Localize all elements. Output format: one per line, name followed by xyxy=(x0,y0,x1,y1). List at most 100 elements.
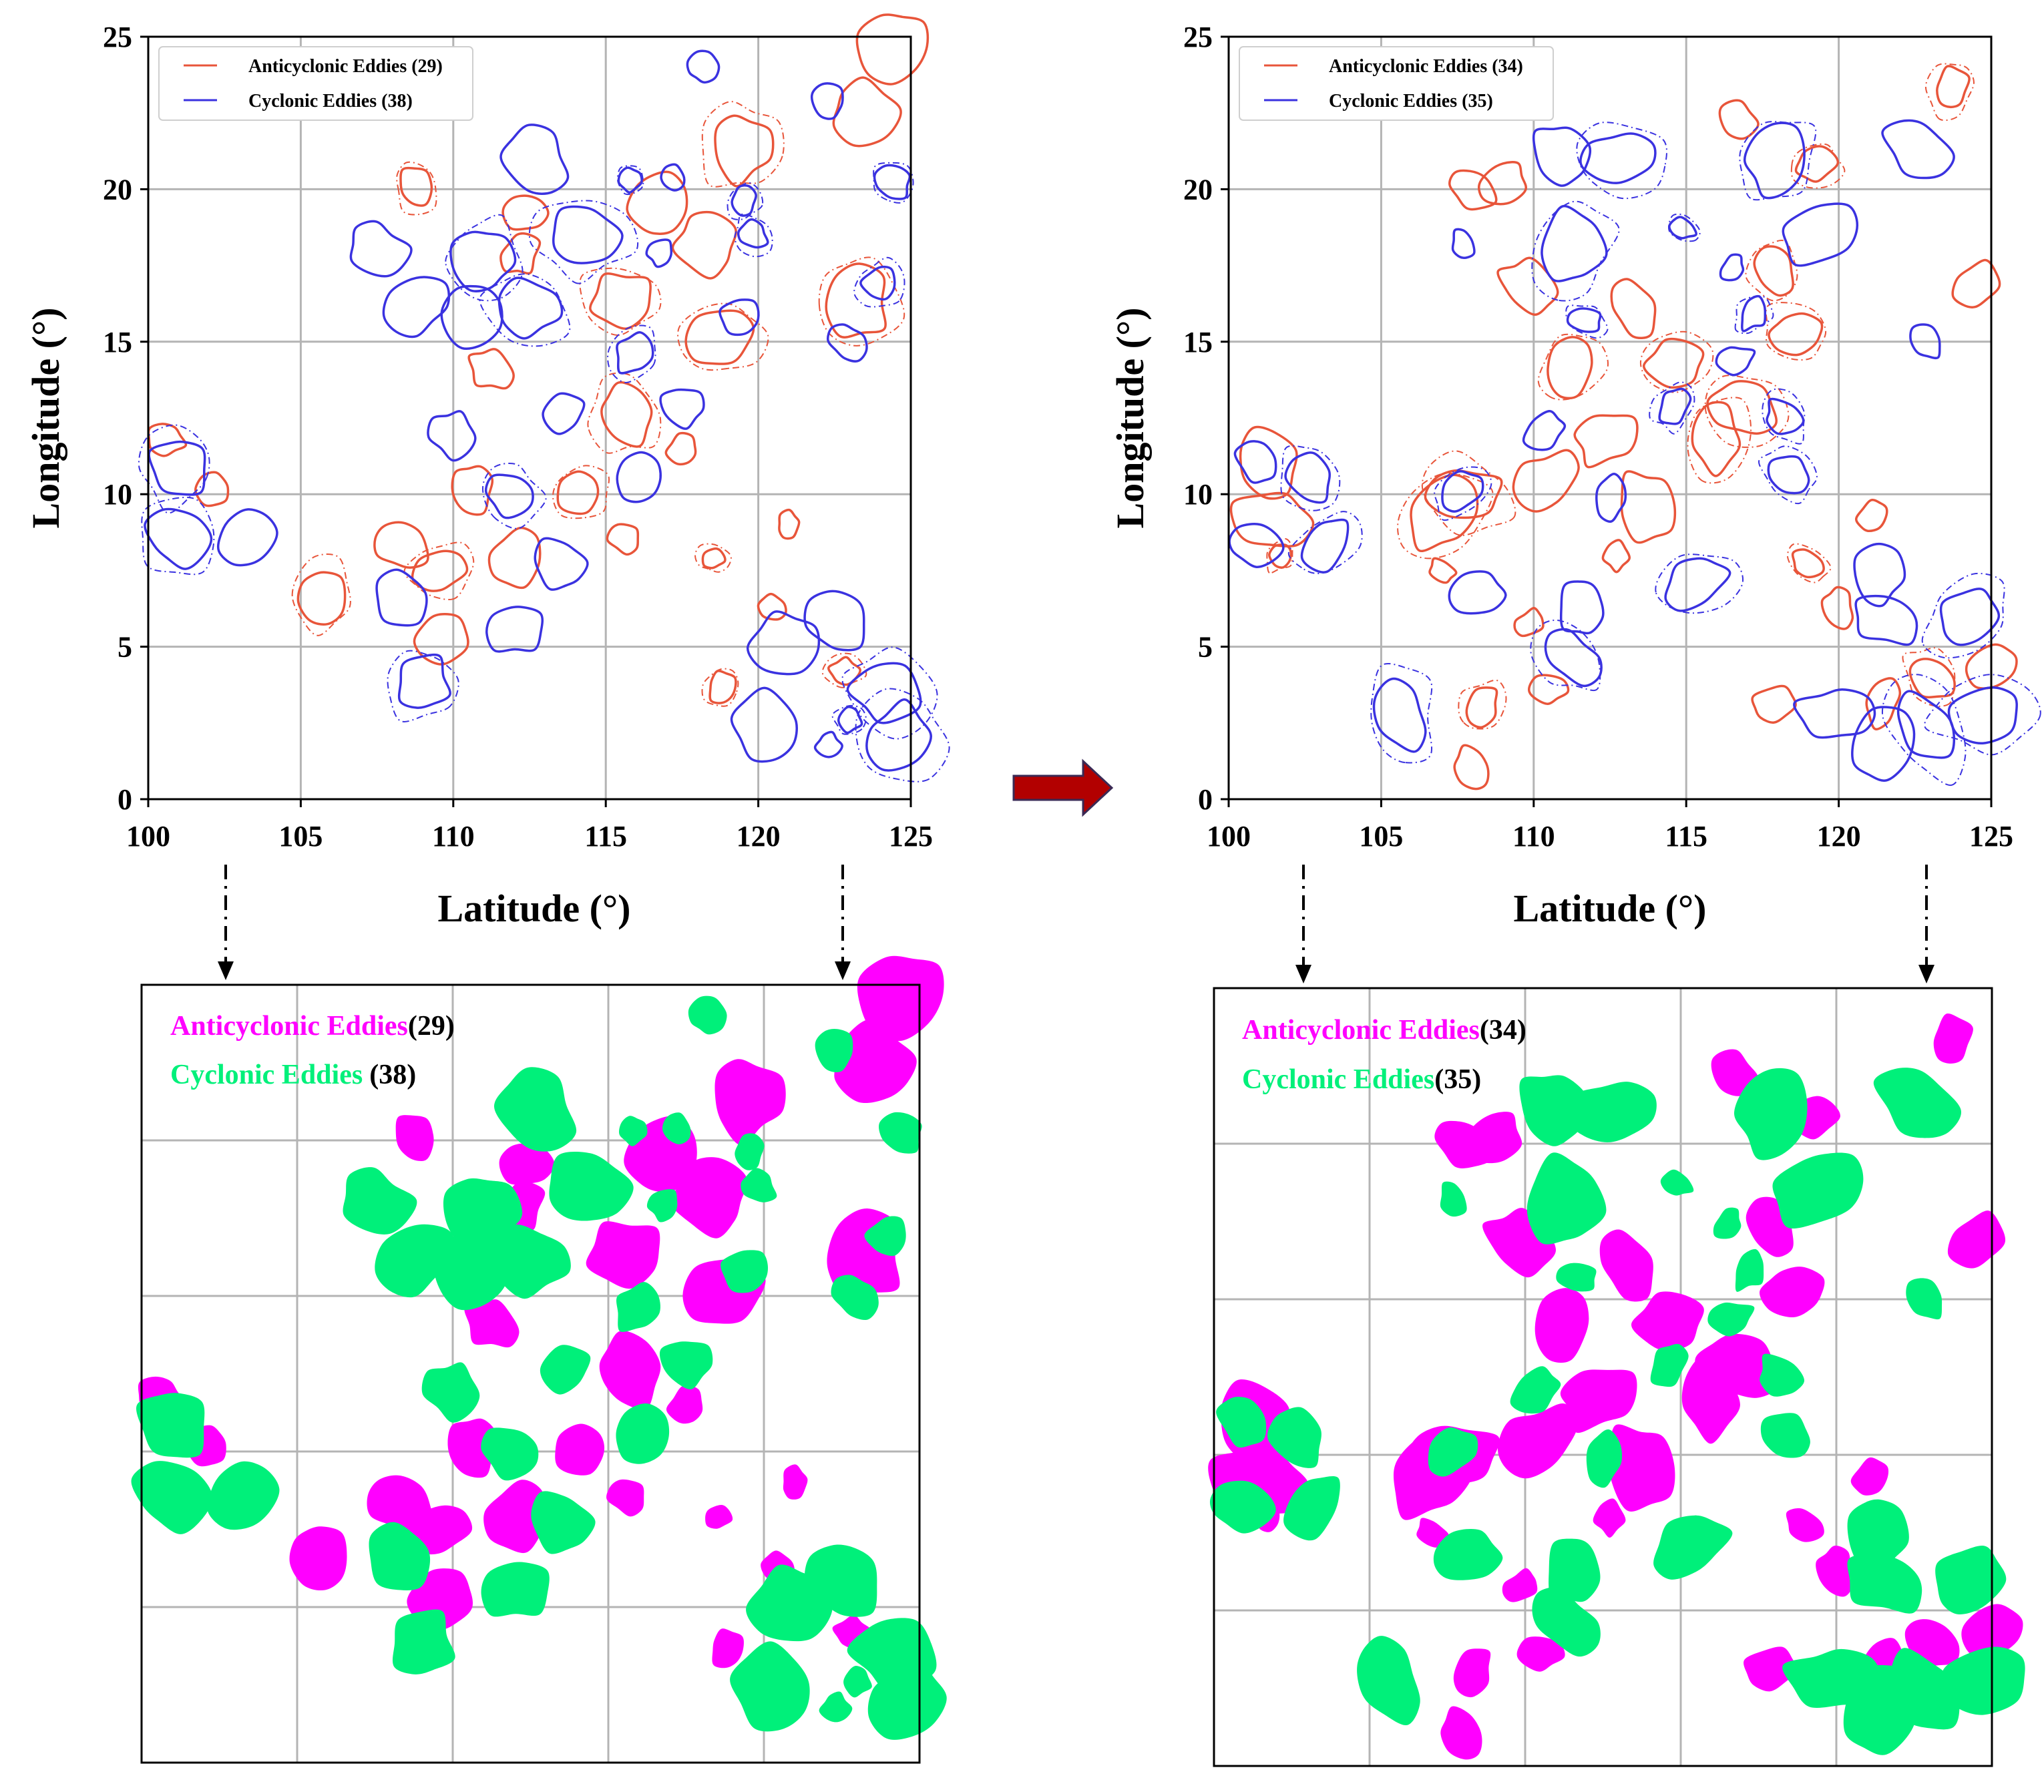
cyclonic-eddy-mask xyxy=(1428,1427,1478,1477)
cyclonic-eddy-contour xyxy=(1579,132,1657,184)
cyclonic-eddy-contour xyxy=(449,230,517,292)
cyclonic-eddy-mask xyxy=(1532,1587,1601,1657)
cyclonic-eddy-contour xyxy=(1541,204,1608,282)
anticyclonic-eddy-contour xyxy=(600,381,653,448)
top-right-legend: Anticyclonic Eddies (34) Cyclonic Eddies… xyxy=(1239,46,1554,121)
cyclonic-eddy-contour xyxy=(719,298,760,337)
cyclonic-eddy-mask xyxy=(1735,1249,1764,1292)
anticyclonic-eddy-contour xyxy=(1496,256,1559,316)
anticyclonic-eddy-mask xyxy=(1631,1291,1704,1351)
anticyclonic-eddy-contour xyxy=(296,571,347,626)
cyclonic-eddy-outer-contour xyxy=(138,424,210,514)
anticyclonic-eddy-contour xyxy=(399,166,433,207)
cyclonic-eddy-mask xyxy=(531,1491,596,1554)
cyclonic-eddy-mask xyxy=(1433,1528,1503,1580)
anticyclonic-eddy-mask xyxy=(1464,1112,1522,1164)
cyclonic-eddy-contour xyxy=(382,276,451,339)
cyclonic-eddy-contour xyxy=(1228,523,1285,568)
y-tick-label: 20 xyxy=(1183,173,1213,206)
legend-label: Anticyclonic Eddies xyxy=(170,1011,408,1042)
cyclonic-eddy-outer-contour xyxy=(1287,511,1363,574)
cyclonic-eddy-contour xyxy=(216,508,278,567)
cyclonic-eddy-mask xyxy=(1935,1546,2007,1615)
anticyclonic-eddy-contour xyxy=(714,114,775,188)
anticyclonic-eddy-contour xyxy=(1718,99,1760,140)
cyclonic-eddy-contour xyxy=(542,392,586,435)
x-tick-label: 120 xyxy=(737,820,781,853)
cyclonic-eddy-contour xyxy=(1559,580,1605,635)
cyclonic-eddy-contour xyxy=(645,238,673,268)
arrow-heads xyxy=(218,961,1934,983)
cyclonic-eddy-outer-contour xyxy=(481,462,547,529)
anticyclonic-eddy-contour xyxy=(1239,425,1298,500)
anticyclonic-eddy-outer-contour xyxy=(1639,330,1714,393)
cyclonic-eddy-mask xyxy=(867,1652,947,1740)
cyclonic-eddy-mask xyxy=(136,1393,205,1458)
anticyclonic-eddy-contour xyxy=(1547,336,1593,400)
anticyclonic-eddy-contour xyxy=(1642,337,1705,389)
anticyclonic-eddy-contour xyxy=(708,670,737,704)
bottom-right-eddy-masks xyxy=(1208,1014,2025,1760)
anticyclonic-eddy-mask xyxy=(1947,1210,2006,1269)
bottom-left-eddy-masks xyxy=(131,955,947,1740)
legend-anticyclonic-label: Anticyclonic Eddies (34) xyxy=(1329,56,1523,77)
y-tick-label: 20 xyxy=(103,173,132,206)
cyclonic-eddy-contour xyxy=(375,568,428,627)
cyclonic-eddy-outer-contour xyxy=(528,200,639,284)
cyclonic-eddy-contour xyxy=(552,205,624,264)
cyclonic-eddy-contour xyxy=(803,590,865,652)
anticyclonic-eddy-outer-contour xyxy=(579,267,662,337)
bottom-right-legend-cyclonic: Cyclonic Eddies(35) xyxy=(1242,1064,1481,1095)
anticyclonic-eddy-outer-contour xyxy=(694,543,732,573)
anticyclonic-eddy-mask xyxy=(712,1628,744,1668)
cyclonic-eddy-mask xyxy=(392,1609,455,1674)
cyclonic-eddy-mask xyxy=(1209,1480,1276,1534)
cyclonic-eddy-contour xyxy=(1668,216,1697,240)
cyclonic-eddy-contour xyxy=(397,653,451,709)
cyclonic-eddy-mask xyxy=(207,1461,280,1530)
anticyclonic-eddy-contour xyxy=(1410,473,1479,553)
y-tick-label: 25 xyxy=(1183,21,1213,53)
cyclonic-eddy-outer-contour xyxy=(1924,674,2041,756)
cyclonic-eddy-mask xyxy=(619,1116,648,1146)
anticyclonic-eddy-mask xyxy=(1786,1508,1824,1542)
anticyclonic-eddy-contour xyxy=(589,272,652,330)
cyclonic-eddy-mask xyxy=(843,1666,872,1698)
cyclonic-eddy-mask xyxy=(369,1522,431,1590)
anticyclonic-eddy-mask xyxy=(395,1115,434,1161)
top-left-frame xyxy=(147,35,912,801)
cyclonic-eddy-contour xyxy=(427,410,477,462)
cyclonic-eddy-mask xyxy=(662,1112,691,1144)
cyclonic-eddy-outer-contour xyxy=(1921,572,2005,659)
anticyclonic-eddy-outer-contour xyxy=(1786,543,1832,584)
legend-count: (35) xyxy=(1434,1064,1481,1095)
cyclonic-eddy-mask xyxy=(879,1112,922,1154)
cyclonic-eddy-outer-contour xyxy=(1734,295,1774,334)
cyclonic-eddy-contour xyxy=(873,164,911,200)
anticyclonic-eddy-contour xyxy=(671,210,737,280)
x-tick-label: 115 xyxy=(584,820,627,853)
anticyclonic-eddy-mask xyxy=(666,1385,703,1424)
cyclonic-eddy-contour xyxy=(534,537,589,591)
cyclonic-eddy-mask xyxy=(343,1167,417,1235)
cyclonic-eddy-contour xyxy=(1664,557,1731,612)
cyclonic-eddy-mask xyxy=(1760,1353,1805,1397)
y-tick-label: 5 xyxy=(1198,631,1213,664)
anticyclonic-eddy-mask xyxy=(599,1331,661,1409)
cyclonic-eddy-mask xyxy=(721,1250,769,1293)
cyclonic-eddy-mask xyxy=(421,1362,480,1423)
cyclonic-eddy-mask xyxy=(804,1544,877,1617)
cyclonic-eddy-contour xyxy=(1448,570,1507,615)
cyclonic-eddy-contour xyxy=(616,451,662,503)
bottom-left-panel: Anticyclonic Eddies(29) Cyclonic Eddies(… xyxy=(131,955,947,1764)
top-left-ylabel: Longitude (°) xyxy=(24,308,67,529)
anticyclonic-eddy-contour xyxy=(1768,312,1824,357)
cyclonic-eddy-outer-contour xyxy=(841,646,938,740)
cyclonic-eddy-contour xyxy=(1441,470,1484,513)
cyclonic-eddy-mask xyxy=(1526,1152,1607,1245)
anticyclonic-eddy-mask xyxy=(1535,1288,1589,1363)
anticyclonic-eddy-contour xyxy=(147,423,188,457)
cyclonic-eddy-outer-contour xyxy=(1762,388,1806,445)
anticyclonic-eddy-contour xyxy=(1465,686,1498,729)
cyclonic-eddy-mask xyxy=(549,1151,634,1221)
